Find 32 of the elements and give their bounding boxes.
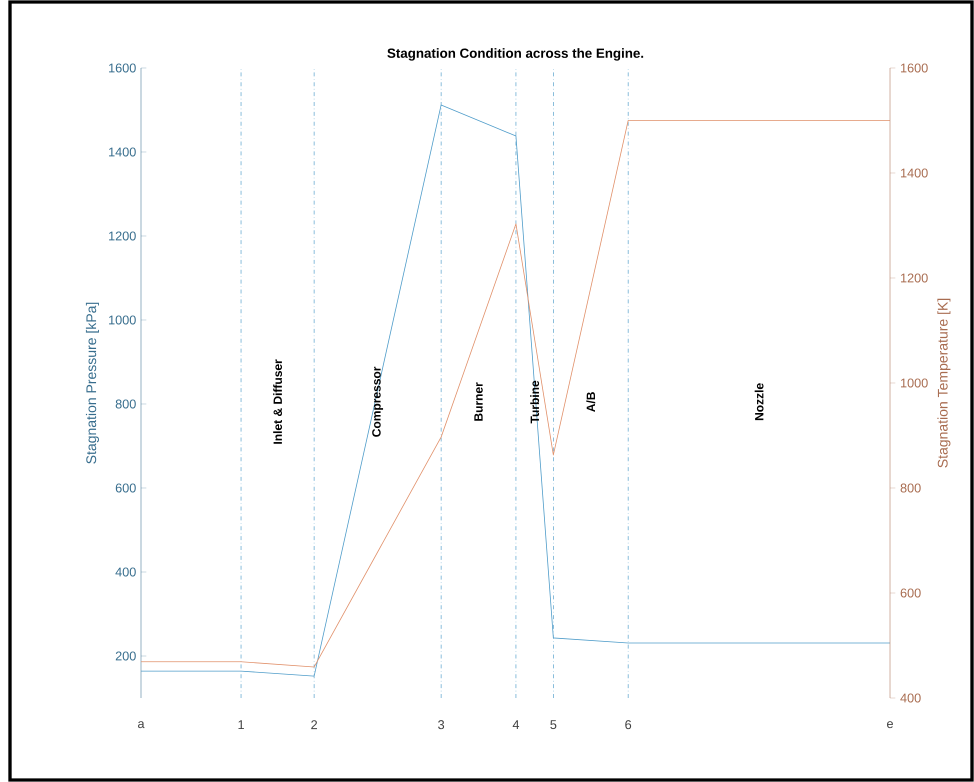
y2-tick-label: 600 (900, 588, 921, 598)
x-tick-label: 4 (512, 720, 520, 730)
annotation: Compressor (372, 366, 384, 437)
y-tick-label: 800 (116, 400, 136, 408)
y2-tick-label: 1600 (901, 64, 928, 72)
y-tick-label: 400 (115, 568, 136, 576)
y-tick-label: 1200 (109, 232, 136, 240)
y2-tick-label: 1400 (901, 168, 928, 178)
x-tick-label: 6 (625, 720, 632, 730)
y2-tick-label: 400 (900, 694, 921, 702)
y2-tick-label: 1000 (901, 378, 928, 388)
y-axis-title: Stagnation Pressure [kPa] (86, 302, 99, 464)
x-tick-label: 5 (550, 720, 556, 730)
x-tick-label: a (138, 721, 145, 728)
y2-tick-label: 800 (900, 484, 921, 492)
x-tick-label: 1 (238, 720, 244, 730)
y2-tick-label: 1200 (901, 274, 928, 282)
chart-title: Stagnation Condition across the Engine. (387, 48, 644, 61)
y-tick-label: 1600 (109, 64, 136, 72)
annotation: Inlet & Diffuser (273, 359, 282, 444)
y-tick-label: 200 (116, 652, 136, 660)
annotation: Burner (474, 382, 483, 421)
y-tick-label: 1400 (109, 148, 136, 156)
annotation: Nozzle (754, 383, 764, 420)
y-tick-label: 1000 (109, 316, 136, 324)
x-tick-label: 3 (438, 720, 444, 730)
annotation: Turbine (530, 380, 540, 424)
x-tick-label: e (887, 721, 893, 728)
x-tick-label: 2 (311, 720, 318, 730)
annotation: A/B (586, 392, 596, 412)
y-tick-label: 600 (116, 484, 136, 492)
y2-axis-title: Stagnation Temperature [K] (937, 298, 950, 468)
